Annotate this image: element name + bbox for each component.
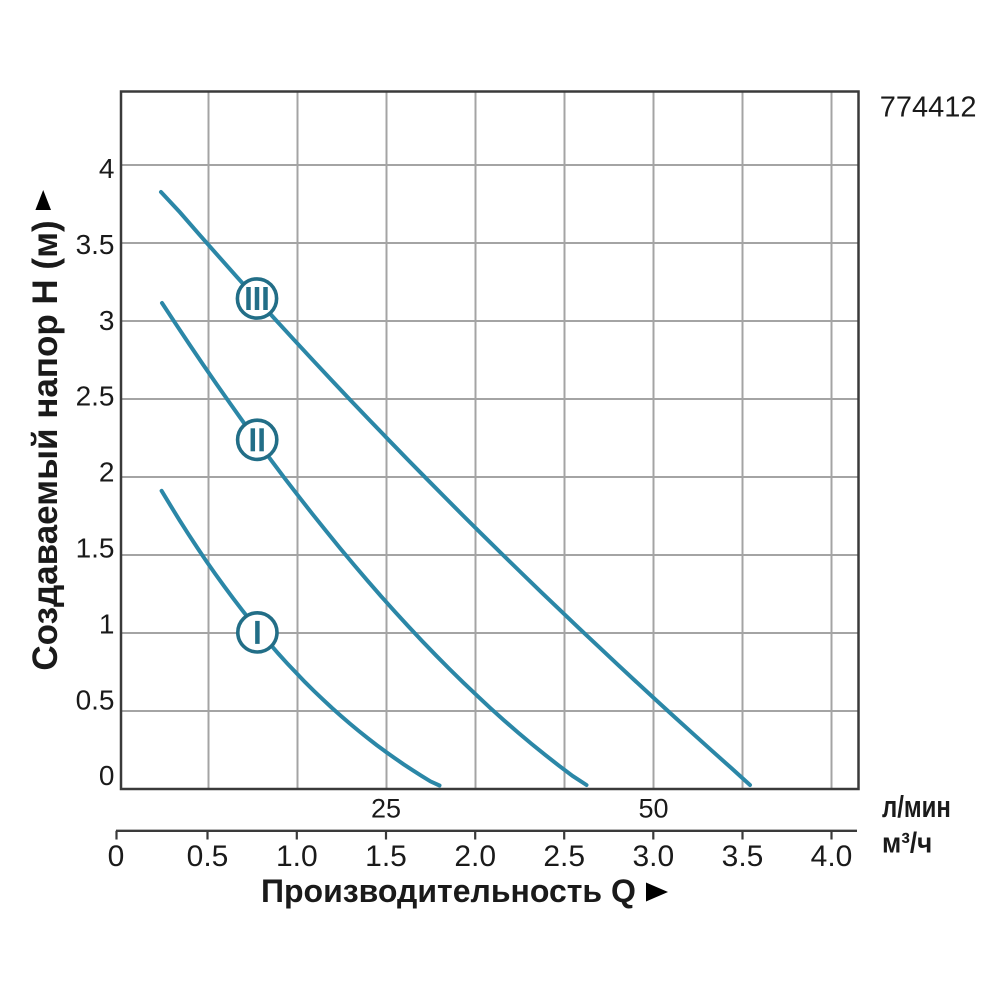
svg-text:4: 4	[99, 153, 115, 184]
svg-text:Производительность Q: Производительность Q	[261, 873, 636, 909]
svg-text:2.5: 2.5	[76, 381, 115, 412]
svg-text:3.0: 3.0	[632, 840, 674, 873]
svg-text:Создаваемый напор Н (м): Создаваемый напор Н (м)	[26, 220, 65, 670]
svg-text:м³/ч: м³/ч	[882, 826, 932, 858]
svg-text:3.5: 3.5	[76, 229, 115, 260]
svg-text:0: 0	[99, 760, 115, 791]
svg-text:л/мин: л/мин	[882, 789, 951, 824]
svg-text:1.5: 1.5	[76, 533, 115, 564]
svg-text:4.0: 4.0	[811, 840, 853, 873]
svg-text:774412: 774412	[880, 92, 977, 124]
svg-text:1.0: 1.0	[276, 840, 318, 873]
svg-text:2: 2	[99, 457, 115, 488]
svg-text:1.5: 1.5	[365, 840, 407, 873]
svg-text:0.5: 0.5	[76, 684, 115, 715]
svg-text:0.5: 0.5	[187, 840, 229, 873]
svg-text:2.5: 2.5	[543, 840, 585, 873]
svg-text:3.5: 3.5	[722, 840, 764, 873]
svg-text:0: 0	[108, 840, 125, 873]
svg-text:2.0: 2.0	[454, 840, 496, 873]
svg-text:3: 3	[99, 305, 115, 336]
svg-text:25: 25	[371, 794, 401, 824]
svg-text:50: 50	[638, 794, 668, 824]
svg-text:1: 1	[99, 608, 115, 639]
